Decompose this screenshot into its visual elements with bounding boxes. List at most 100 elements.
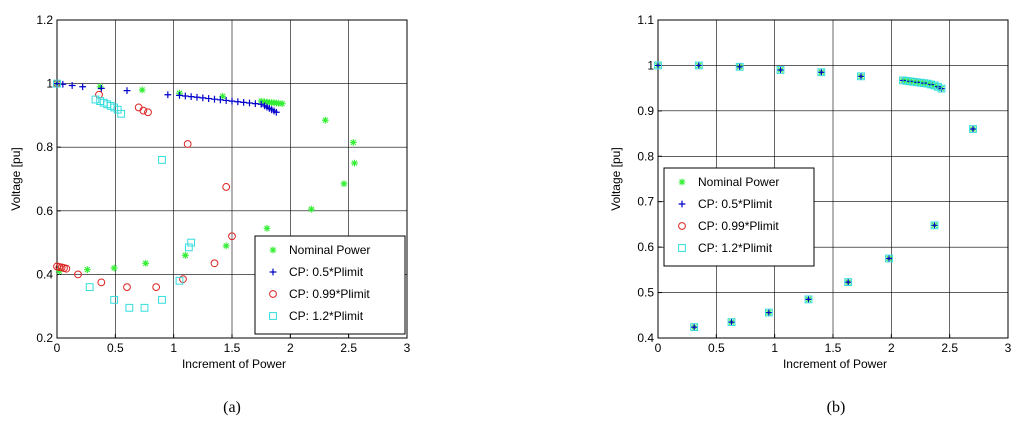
data-point: [694, 61, 703, 70]
data-point: [969, 125, 977, 133]
data-point: [205, 95, 213, 102]
data-point: [817, 68, 826, 77]
data-point: [307, 205, 315, 213]
data-point: [158, 156, 166, 164]
series-cp-1-2-plimit: [654, 61, 977, 331]
legend-marker: [678, 222, 686, 230]
x-tick-label: 0.5: [708, 341, 725, 355]
y-tick-label: 0.8: [36, 140, 53, 154]
y-axis-label: Voltage [pu]: [9, 147, 23, 210]
data-point: [735, 62, 744, 71]
data-point: [240, 98, 248, 106]
data-point: [62, 264, 71, 273]
data-point: [211, 95, 218, 103]
data-point: [278, 100, 286, 108]
data-point: [857, 72, 865, 80]
data-point: [690, 323, 698, 331]
data-point: [97, 278, 106, 287]
series-cp-1-2-plimit: [53, 79, 196, 312]
data-point: [181, 251, 189, 259]
data-point: [134, 103, 143, 112]
y-axis-label: Voltage [pu]: [609, 147, 623, 210]
data-point: [183, 140, 192, 148]
data-point: [53, 79, 61, 88]
data-point: [765, 309, 773, 316]
x-tick-label: 0: [655, 341, 662, 355]
data-point: [340, 180, 348, 188]
data-point: [97, 84, 105, 92]
data-point: [272, 108, 280, 116]
data-point: [349, 139, 357, 146]
data-point: [125, 303, 134, 312]
data-point: [251, 100, 259, 108]
legend-marker: [678, 178, 686, 186]
data-point: [804, 295, 813, 304]
data-point: [176, 91, 183, 99]
data-point: [885, 255, 893, 262]
x-tick-label: 1.5: [224, 341, 241, 355]
data-point: [158, 295, 166, 304]
data-point: [263, 224, 271, 232]
legend-entry: Nominal Power: [698, 175, 779, 189]
data-point: [187, 93, 195, 101]
data-point: [187, 238, 196, 247]
y-tick-label: 0.9: [637, 104, 654, 118]
data-point: [79, 83, 87, 91]
x-tick-label: 2: [287, 341, 294, 355]
data-point: [123, 87, 131, 94]
data-point: [184, 243, 193, 252]
data-point: [96, 83, 104, 91]
y-tick-label: 0.6: [36, 204, 53, 218]
x-tick-label: 2: [888, 341, 895, 355]
data-point: [199, 94, 207, 102]
data-point: [68, 82, 76, 89]
legend-marker: [269, 268, 277, 276]
legend-box: [663, 167, 815, 267]
data-point: [222, 242, 230, 250]
data-point: [228, 232, 236, 241]
data-point: [777, 66, 784, 74]
data-point: [776, 66, 785, 74]
data-point: [764, 308, 773, 317]
data-point: [817, 68, 825, 76]
chart-panel-a: 0 0.5 1 1.5 2 2.5 3 0.2 0.4 0.6 0.8 1 1.2 Increment o…: [9, 13, 411, 416]
y-tick-label: 0.4: [637, 331, 654, 345]
data-point: [55, 267, 63, 275]
data-point: [654, 61, 662, 70]
data-point: [74, 270, 82, 279]
data-point: [695, 62, 703, 69]
data-point: [140, 303, 149, 312]
data-point: [844, 278, 853, 287]
data-point: [937, 84, 946, 93]
data-point: [144, 108, 152, 117]
data-point: [164, 91, 172, 99]
data-point: [321, 116, 329, 124]
x-tick-label: 1.5: [825, 341, 842, 355]
legend-marker: [678, 244, 686, 252]
data-point: [246, 99, 253, 107]
legend-marker: [269, 246, 277, 254]
data-point: [175, 276, 184, 285]
y-tick-label: 0.6: [637, 240, 654, 254]
legend-entry: CP: 1.2*Plimit: [698, 241, 773, 255]
y-tick-label: 1.1: [637, 13, 654, 27]
data-point: [123, 283, 131, 292]
data-point: [210, 259, 219, 268]
data-point: [969, 125, 977, 133]
data-point: [275, 99, 283, 107]
data-point: [728, 318, 735, 326]
data-point: [257, 100, 265, 108]
data-point: [222, 183, 231, 191]
x-tick-label: 1: [170, 341, 177, 355]
legend-marker: [269, 312, 277, 320]
data-point: [83, 266, 91, 274]
y-tick-label: 0.5: [637, 286, 654, 300]
data-point: [844, 278, 852, 286]
x-tick-label: 3: [1005, 341, 1011, 355]
series-cp-0-5-plimit: [53, 80, 280, 116]
legend-box: [254, 235, 406, 335]
data-point: [885, 254, 893, 263]
data-point: [216, 96, 224, 104]
panel-caption: (a): [223, 399, 241, 416]
